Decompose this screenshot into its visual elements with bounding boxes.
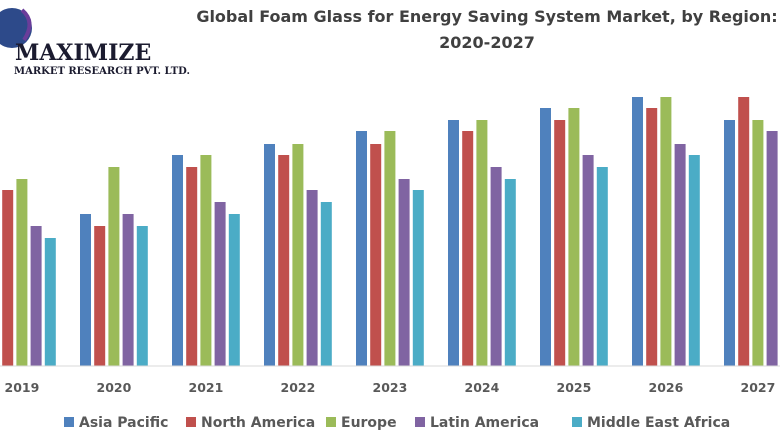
- bar-latin-america-2025: [582, 155, 594, 366]
- bar-europe-2025: [568, 108, 580, 366]
- bar-latin-america-2021: [214, 202, 226, 366]
- bar-north-america-2020: [94, 226, 106, 366]
- x-tick-label: 2023: [373, 380, 408, 395]
- legend: Asia Pacific North America Europe Latin Ame…: [64, 415, 730, 431]
- x-tick-label: 2022: [281, 380, 316, 395]
- bar-asia-pacific-2025: [540, 108, 551, 366]
- legend-label: Europe: [341, 415, 397, 431]
- legend-swatch: [415, 417, 425, 427]
- bar-middle-east-africa-2026: [688, 155, 700, 366]
- x-tick-label: 2025: [557, 380, 592, 395]
- bar-north-america-2024: [462, 131, 474, 366]
- bar-latin-america-2020: [122, 214, 134, 366]
- legend-swatch: [572, 417, 582, 427]
- bar-asia-pacific-2027: [724, 120, 735, 366]
- x-tick-label: 2019: [5, 380, 40, 395]
- logo: MAXIMIZE MARKET RESEARCH PVT. LTD.: [0, 8, 190, 77]
- bar-middle-east-africa-2024: [504, 179, 516, 366]
- x-tick-label: 2027: [741, 380, 776, 395]
- bar-north-america-2019: [2, 190, 14, 366]
- legend-swatch: [326, 417, 336, 427]
- x-tick-label: 2026: [649, 380, 684, 395]
- bar-middle-east-africa-2025: [596, 167, 608, 366]
- bar-latin-america-2023: [398, 179, 410, 366]
- bar-north-america-2022: [278, 155, 290, 366]
- bar-europe-2020: [108, 167, 120, 366]
- legend-swatch: [64, 417, 74, 427]
- x-tick-label: 2024: [465, 380, 500, 395]
- legend-item: Asia Pacific: [64, 415, 168, 431]
- x-tick-label: 2020: [97, 380, 132, 395]
- bar-latin-america-2022: [306, 190, 318, 366]
- bar-asia-pacific-2021: [172, 155, 183, 366]
- bar-europe-2026: [660, 97, 672, 366]
- chart-title-line2: 2020-2027: [439, 33, 535, 52]
- bar-europe-2021: [200, 155, 212, 366]
- bar-europe-2022: [292, 144, 304, 366]
- logo-tagline: MARKET RESEARCH PVT. LTD.: [14, 66, 190, 77]
- bar-asia-pacific-2022: [264, 144, 275, 366]
- legend-label: Middle East Africa: [587, 415, 730, 431]
- bar-asia-pacific-2020: [80, 214, 91, 366]
- legend-label: Asia Pacific: [79, 415, 168, 431]
- logo-name: MAXIMIZE: [15, 40, 151, 66]
- legend-label: Latin America: [430, 415, 539, 431]
- legend-item: Latin America: [415, 415, 539, 431]
- bar-north-america-2025: [554, 120, 566, 366]
- bar-middle-east-africa-2021: [228, 214, 240, 366]
- bar-north-america-2027: [738, 97, 750, 366]
- bar-north-america-2023: [370, 144, 382, 366]
- bar-europe-2023: [384, 131, 396, 366]
- legend-swatch: [186, 417, 196, 427]
- legend-item: Middle East Africa: [572, 415, 730, 431]
- bar-middle-east-africa-2023: [412, 190, 424, 366]
- bar-latin-america-2027: [766, 131, 778, 366]
- bar-asia-pacific-2026: [632, 97, 643, 366]
- bar-north-america-2021: [186, 167, 198, 366]
- legend-item: North America: [186, 415, 315, 431]
- bar-middle-east-africa-2020: [136, 226, 148, 366]
- legend-label: North America: [201, 415, 315, 431]
- bar-europe-2027: [752, 120, 764, 366]
- bar-middle-east-africa-2022: [320, 202, 332, 366]
- bar-latin-america-2024: [490, 167, 502, 366]
- x-axis-ticks: 2019 2020 2021 2022 2023 2024 2025 2026 2027: [5, 380, 776, 395]
- x-tick-label: 2021: [189, 380, 224, 395]
- legend-item: Europe: [326, 415, 397, 431]
- chart-title: Global Foam Glass for Energy Saving Syst…: [196, 7, 777, 26]
- bar-europe-2019: [16, 179, 28, 366]
- bar-latin-america-2026: [674, 144, 686, 366]
- bar-middle-east-africa-2019: [44, 238, 56, 366]
- logo-swoosh: [20, 8, 32, 42]
- bars: [2, 97, 778, 366]
- bar-europe-2024: [476, 120, 488, 366]
- bar-latin-america-2019: [30, 226, 42, 366]
- bar-asia-pacific-2024: [448, 120, 459, 366]
- bar-asia-pacific-2023: [356, 131, 367, 366]
- bar-north-america-2026: [646, 108, 658, 366]
